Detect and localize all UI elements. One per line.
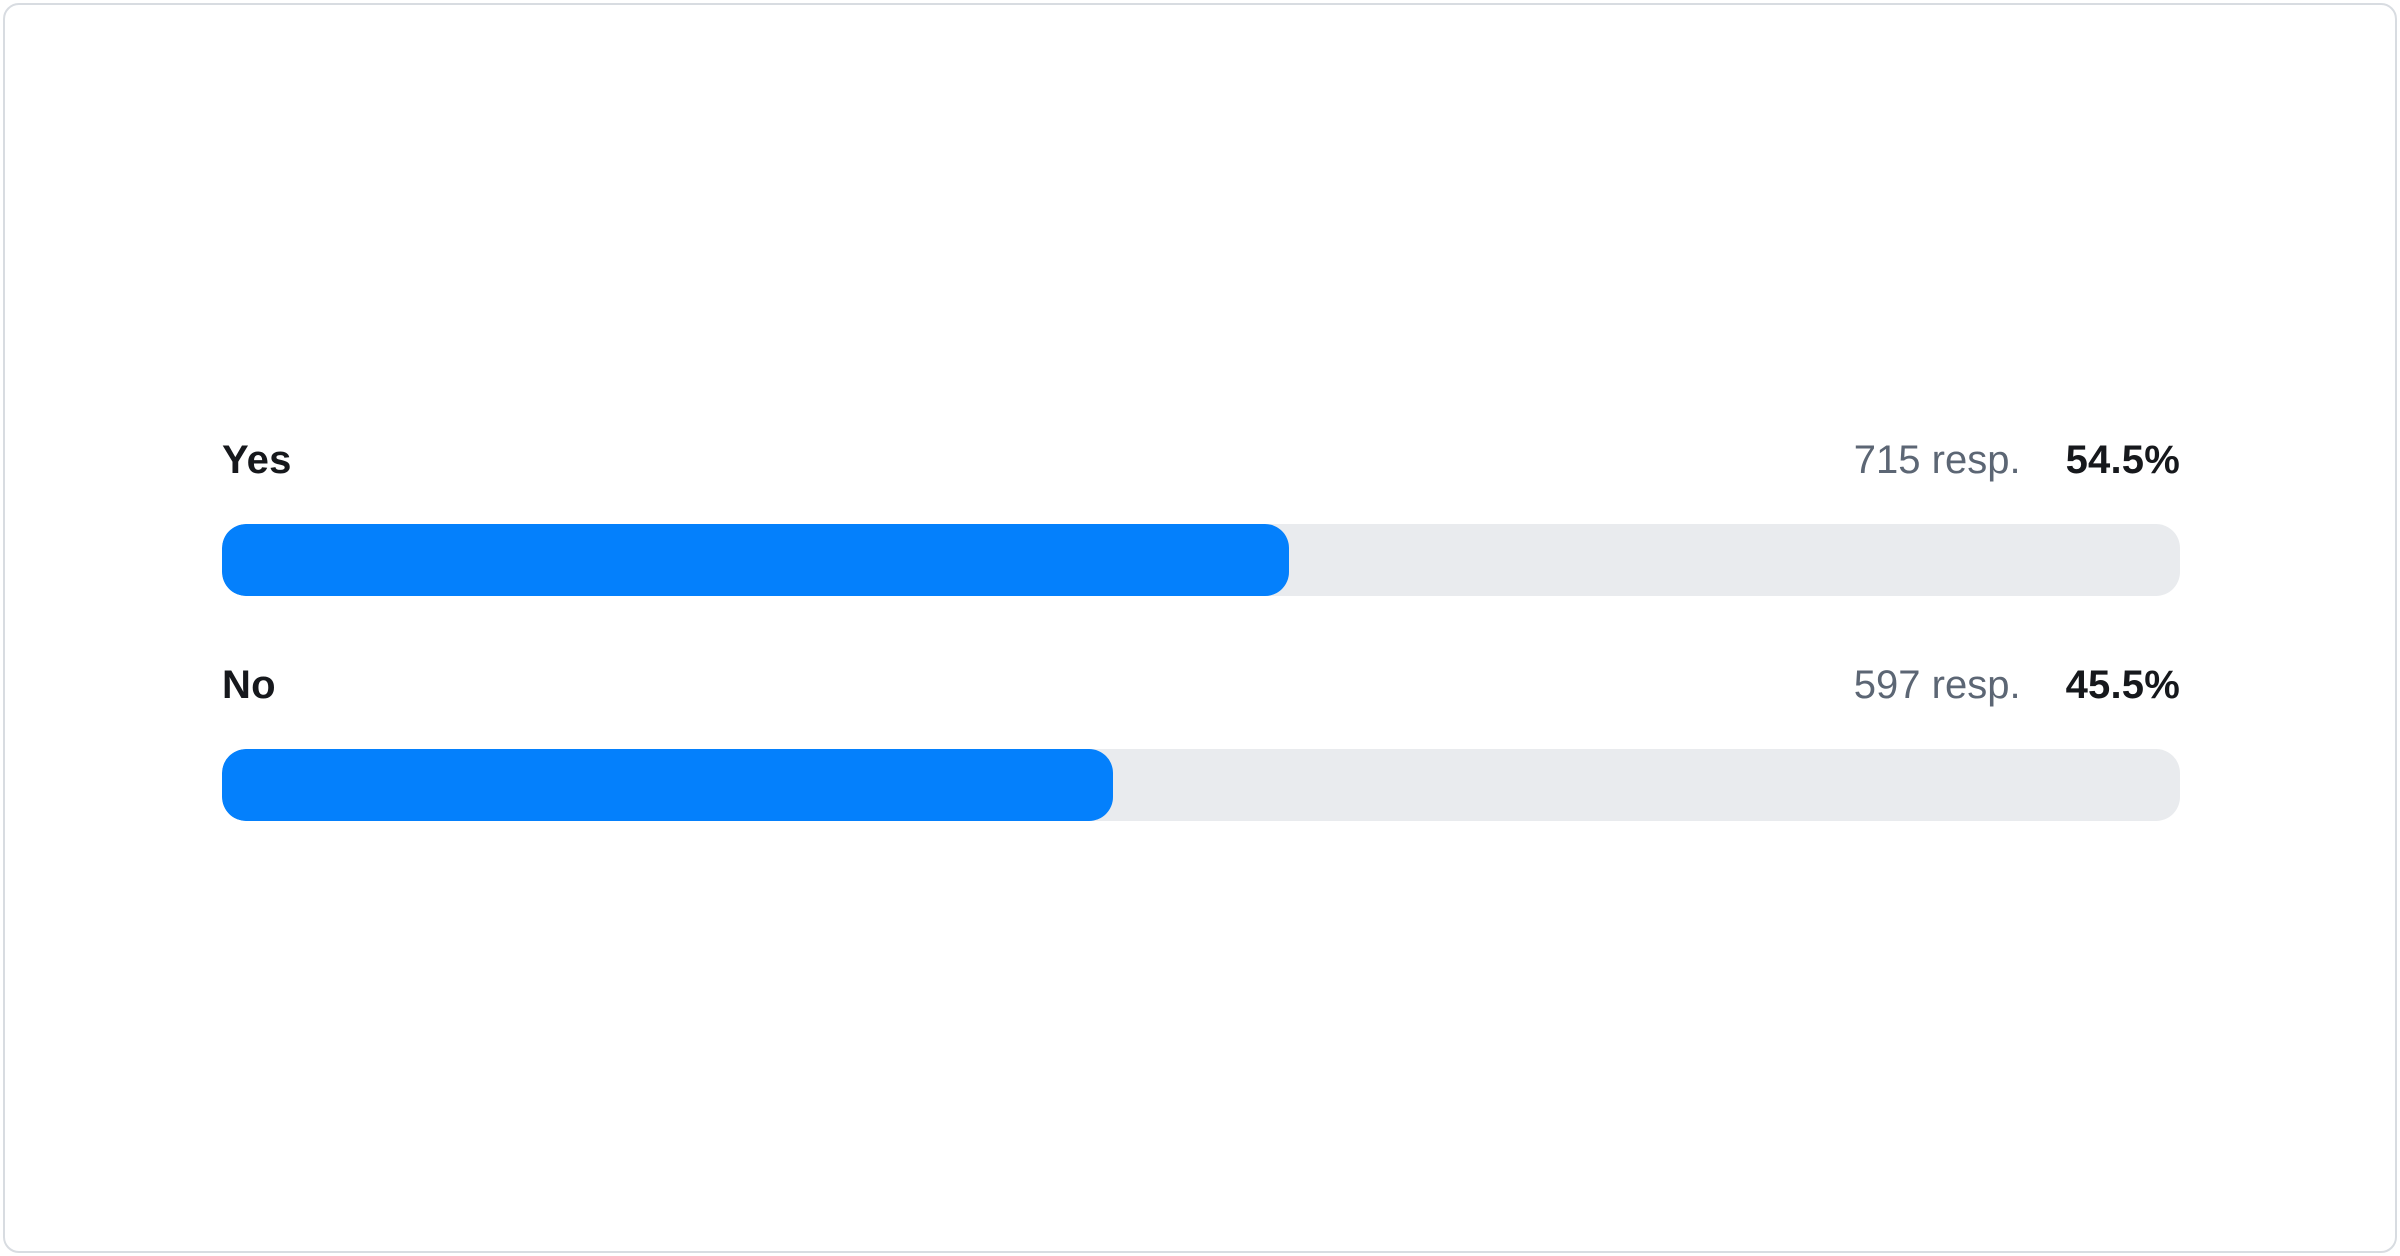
- poll-option-values: 715 resp. 54.5%: [1854, 436, 2180, 484]
- poll-option-header: Yes 715 resp. 54.5%: [222, 436, 2180, 484]
- response-count: 597 resp.: [1853, 663, 2021, 707]
- response-count: 715 resp.: [1853, 438, 2021, 482]
- percent-value: 45.5%: [2065, 663, 2180, 707]
- poll-results-list: Yes 715 resp. 54.5% No 597 resp. 45.5%: [222, 436, 2180, 821]
- poll-results-card: Yes 715 resp. 54.5% No 597 resp. 45.5%: [3, 3, 2397, 1253]
- progress-fill: [222, 524, 1290, 596]
- poll-option-row-no: No 597 resp. 45.5%: [222, 661, 2180, 821]
- percent-value: 54.5%: [2065, 438, 2180, 482]
- poll-option-values: 597 resp. 45.5%: [1854, 661, 2180, 709]
- poll-option-label: No: [222, 663, 276, 707]
- poll-option-row-yes: Yes 715 resp. 54.5%: [222, 436, 2180, 596]
- progress-fill: [222, 749, 1113, 821]
- progress-track: [222, 749, 2180, 821]
- poll-option-header: No 597 resp. 45.5%: [222, 661, 2180, 709]
- poll-option-label: Yes: [222, 438, 292, 482]
- progress-track: [222, 524, 2180, 596]
